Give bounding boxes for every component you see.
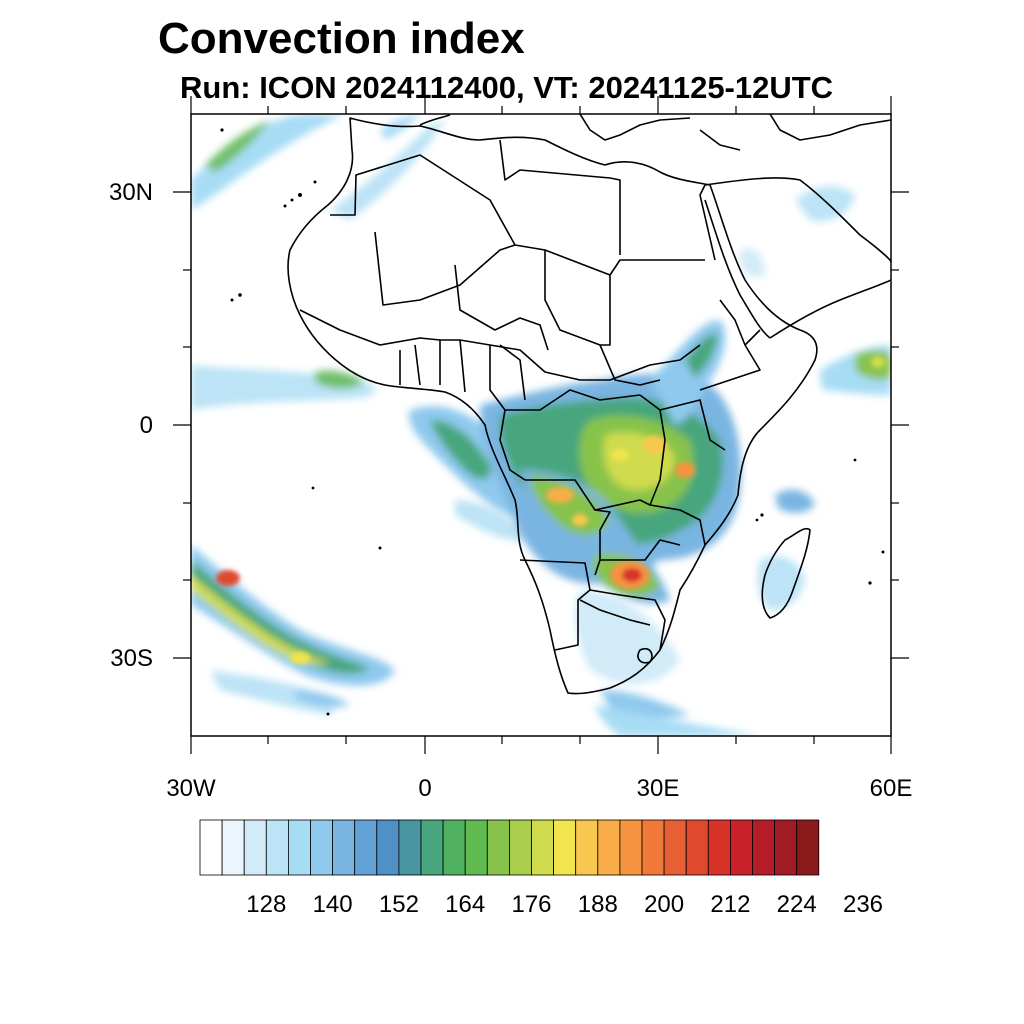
colorbar-box	[575, 819, 599, 876]
colorbar-box	[707, 819, 731, 876]
colorbar-tick-label: 188	[578, 891, 618, 918]
colorbar-box	[287, 819, 311, 876]
colorbar-box	[376, 819, 400, 876]
colorbar-tick-label: 152	[379, 891, 419, 918]
colorbar-tick-label: 176	[511, 891, 551, 918]
colorbar-box	[243, 819, 267, 876]
lon-label-60e: 60E	[870, 775, 913, 802]
colorbar-tick-label: 140	[313, 891, 353, 918]
colorbar-tick-label: 164	[445, 891, 485, 918]
lon-label-0: 0	[418, 775, 431, 802]
colorbar-box	[354, 819, 378, 876]
coastline-borders	[287, 114, 891, 695]
colorbar-box	[619, 819, 643, 876]
colorbar-tick-label: 236	[843, 891, 883, 918]
colorbar-box	[221, 819, 245, 876]
colorbar-box	[730, 819, 753, 876]
colorbar-box	[796, 819, 820, 876]
colorbar-box	[663, 819, 687, 876]
colorbar-labels: 128 140 152 164 176 188 200 212 224 236	[246, 891, 883, 918]
colorbar-box	[332, 819, 356, 876]
colorbar-tick-label: 200	[644, 891, 684, 918]
colorbar-box	[486, 819, 510, 876]
colorbar-box	[508, 819, 532, 876]
colorbar-box	[310, 819, 334, 876]
colorbar-box	[199, 819, 223, 876]
colorbar-box	[641, 819, 665, 876]
colorbar-box	[442, 819, 466, 876]
colorbar-tick-label: 224	[777, 891, 817, 918]
lat-label-0: 0	[140, 412, 153, 439]
colorbar-box	[464, 819, 488, 876]
colorbar-tick-label: 128	[246, 891, 286, 918]
colorbar-box	[685, 819, 709, 876]
axis-ticks	[173, 96, 909, 754]
plot-subtitle: Run: ICON 2024112400, VT: 20241125-12UTC	[180, 70, 834, 105]
colorbar-boxes	[199, 819, 820, 876]
convection-field	[191, 114, 891, 736]
lon-label-30e: 30E	[637, 775, 680, 802]
colorbar-box	[531, 819, 555, 876]
colorbar-tick-label: 212	[710, 891, 750, 918]
islands	[220, 128, 885, 716]
colorbar-box	[553, 819, 577, 876]
colorbar-box	[597, 819, 621, 876]
lat-label-30n: 30N	[109, 179, 153, 206]
colorbar-box	[752, 819, 776, 876]
colorbar-box	[265, 819, 289, 876]
colorbar-box	[774, 819, 798, 876]
colorbar-box	[398, 819, 422, 876]
plot-title: Convection index	[158, 14, 525, 63]
colorbar-box	[420, 819, 444, 876]
lon-label-30w: 30W	[166, 775, 216, 802]
lat-label-30s: 30S	[110, 645, 153, 672]
